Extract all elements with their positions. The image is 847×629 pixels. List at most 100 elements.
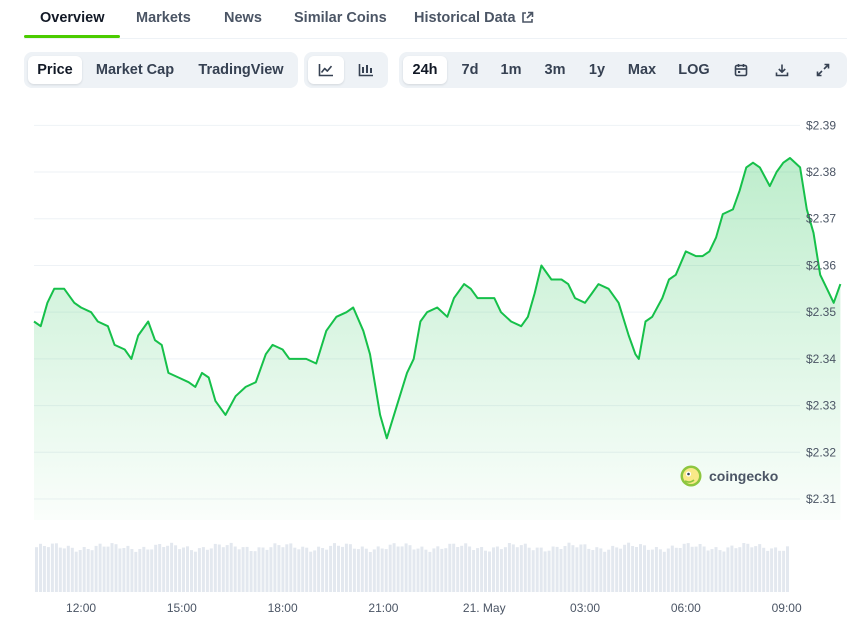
volume-bar — [313, 550, 317, 592]
volume-bar — [627, 542, 631, 592]
volume-bar — [197, 548, 201, 592]
volume-bar — [193, 551, 197, 592]
volume-bar — [122, 548, 126, 592]
volume-bar — [293, 547, 297, 592]
volume-bar — [142, 546, 146, 592]
metric-toggle-group: Price Market Cap TradingView — [24, 52, 298, 88]
volume-bar — [114, 544, 118, 592]
volume-bar — [416, 548, 420, 592]
tab-historical-data[interactable]: Historical Data — [414, 10, 534, 26]
market-cap-button[interactable]: Market Cap — [95, 62, 175, 78]
volume-bar — [678, 548, 682, 592]
volume-bar — [396, 546, 400, 592]
volume-bar — [650, 549, 654, 592]
volume-bar — [372, 549, 376, 592]
volume-bar — [392, 543, 396, 592]
download-icon — [775, 64, 789, 77]
volume-bar — [46, 547, 50, 592]
active-tab-underline — [24, 35, 120, 38]
volume-bar — [563, 546, 567, 592]
volume-bar — [670, 545, 674, 592]
tab-markets[interactable]: Markets — [136, 10, 191, 26]
tab-news[interactable]: News — [224, 10, 262, 26]
fullscreen-button[interactable] — [807, 56, 839, 84]
volume-bar — [432, 548, 436, 592]
volume-bar — [611, 545, 615, 592]
y-tick-label: $2.35 — [806, 305, 836, 319]
volume-bar — [591, 550, 595, 592]
volume-bar — [269, 547, 273, 592]
volume-bar — [348, 544, 352, 592]
volume-bar — [162, 547, 166, 592]
volume-bar — [583, 544, 587, 592]
price-button[interactable]: Price — [28, 56, 82, 84]
download-button[interactable] — [766, 56, 798, 84]
volume-bar — [70, 547, 74, 592]
candlestick-chart-button[interactable] — [348, 56, 384, 84]
range-7d-button[interactable]: 7d — [461, 62, 479, 78]
volume-bar — [503, 547, 507, 592]
volume-bar — [615, 547, 619, 592]
calendar-icon — [734, 64, 748, 77]
tab-historical-data-label: Historical Data — [414, 10, 516, 26]
volume-bar — [646, 549, 650, 592]
volume-bar — [281, 547, 285, 592]
y-tick-label: $2.39 — [806, 118, 836, 132]
volume-bar — [468, 546, 472, 592]
volume-bar — [86, 549, 90, 592]
volume-bar — [722, 551, 726, 592]
volume-bar — [754, 546, 758, 592]
volume-bar — [150, 549, 154, 592]
volume-bar — [102, 546, 106, 592]
log-scale-button[interactable]: LOG — [678, 62, 710, 78]
volume-bar — [658, 549, 662, 592]
range-3m-button[interactable]: 3m — [544, 62, 566, 78]
volume-bar — [317, 546, 321, 592]
line-chart-button[interactable] — [308, 56, 344, 84]
tab-overview[interactable]: Overview — [40, 10, 105, 26]
volume-bar — [78, 550, 82, 592]
x-tick-label: 12:00 — [66, 601, 96, 615]
volume-bar — [551, 546, 555, 592]
range-max-button[interactable]: Max — [627, 62, 657, 78]
volume-bar — [758, 544, 762, 592]
volume-bar — [774, 547, 778, 592]
volume-bar — [337, 545, 340, 592]
volume-bar — [519, 545, 523, 592]
volume-bar — [62, 548, 66, 592]
volume-bar — [146, 549, 150, 592]
volume-bar — [456, 547, 460, 592]
volume-bar — [174, 545, 178, 592]
price-chart[interactable]: $2.31 $2.32 $2.33 $2.34 $2.35 $2.36 $2.37 $2.38… — [0, 100, 847, 629]
volume-bar — [738, 547, 742, 592]
volume-bar — [360, 546, 364, 592]
volume-bar — [408, 545, 412, 592]
volume-bar — [595, 547, 599, 592]
volume-bar — [213, 543, 217, 592]
volume-bar — [325, 549, 329, 592]
volume-bar — [623, 544, 627, 592]
volume-bar — [523, 543, 527, 592]
volume-bar — [575, 547, 579, 592]
volume-bar — [690, 546, 694, 592]
volume-bar — [770, 548, 774, 592]
volume-bar — [98, 543, 102, 592]
volume-bar — [452, 543, 456, 592]
y-tick-label: $2.36 — [806, 258, 836, 272]
tradingview-button[interactable]: TradingView — [198, 62, 284, 78]
range-1m-button[interactable]: 1m — [500, 62, 522, 78]
tab-similar-coins[interactable]: Similar Coins — [294, 10, 387, 26]
volume-bar — [639, 544, 642, 592]
volume-bar — [58, 547, 62, 592]
volume-bar — [134, 551, 138, 592]
volume-bar — [257, 547, 261, 592]
line-chart-icon — [318, 64, 333, 77]
range-1y-button[interactable]: 1y — [588, 62, 606, 78]
volume-bar — [730, 545, 734, 592]
volume-bar — [766, 550, 770, 592]
candlestick-chart-icon — [358, 64, 373, 77]
volume-bar — [495, 546, 499, 592]
range-24h-button[interactable]: 24h — [403, 56, 447, 84]
volume-bar — [412, 549, 416, 592]
calendar-button[interactable] — [725, 56, 757, 84]
